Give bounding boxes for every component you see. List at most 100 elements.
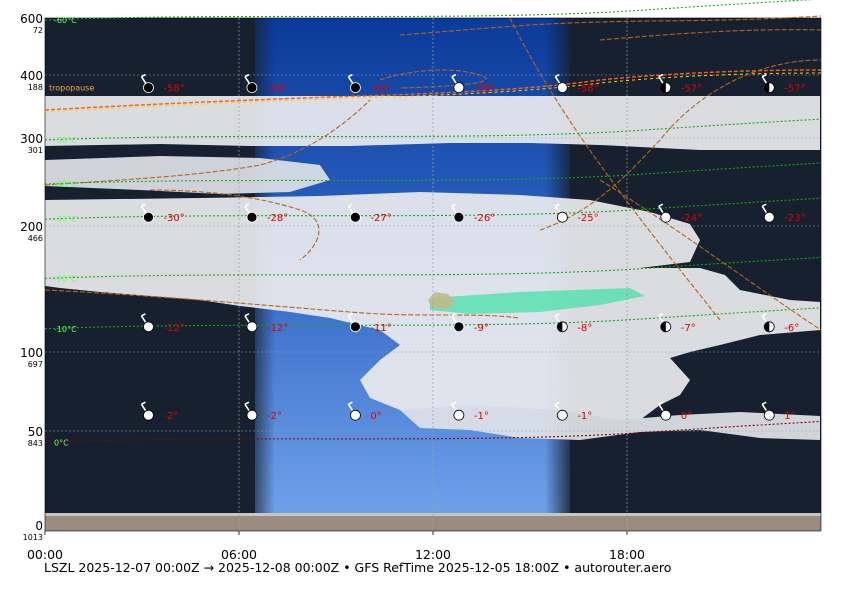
station-marker: -2° bbox=[244, 401, 282, 422]
cloud-cover-icon bbox=[660, 211, 672, 223]
grid-lines bbox=[45, 18, 821, 531]
y-tick-label: 300 bbox=[20, 132, 43, 146]
temperature-label: -27° bbox=[370, 213, 391, 224]
cloud-cover-icon bbox=[453, 211, 465, 223]
wind-barb-flag bbox=[658, 401, 664, 405]
cloud-cover-half bbox=[660, 321, 666, 332]
cloud-cover-icon bbox=[763, 211, 775, 223]
station-marker: -58° bbox=[554, 73, 599, 95]
cloud-cover-icon bbox=[453, 321, 465, 333]
contour-line bbox=[399, 15, 822, 36]
wind-barb-flag bbox=[761, 401, 767, 405]
temperature-label: -59° bbox=[370, 84, 391, 95]
wind-barb-flag bbox=[554, 203, 560, 207]
station-marker: -30° bbox=[140, 203, 185, 224]
station-marker: -6° bbox=[761, 313, 799, 334]
y-tick-label: 50 bbox=[28, 425, 43, 439]
station-marker: -27° bbox=[347, 203, 392, 224]
station-marker: -24° bbox=[658, 203, 702, 224]
temperature-label: -2° bbox=[163, 411, 178, 422]
wind-barb-flag bbox=[451, 401, 457, 405]
wind-barb-flag bbox=[761, 313, 767, 317]
wind-barb-flag bbox=[244, 73, 250, 78]
wind-barb-flag bbox=[348, 313, 353, 317]
cloud-cover-icon bbox=[143, 321, 154, 333]
station-marker: -8° bbox=[554, 313, 592, 334]
chart-footer: LSZL 2025-12-07 00:00Z → 2025-12-08 00:0… bbox=[44, 560, 672, 575]
station-marker: -58° bbox=[140, 73, 185, 95]
cloud-cover-icon bbox=[660, 409, 672, 421]
y-tick-sublabel: 1013 bbox=[23, 533, 43, 542]
y-tick-label: 400 bbox=[20, 69, 43, 83]
cloud-cover-icon bbox=[143, 82, 154, 93]
cloud-cover-icon bbox=[349, 409, 361, 421]
wind-barb-flag bbox=[141, 401, 146, 405]
temperature-label: 1° bbox=[784, 411, 795, 422]
x-tick-label: 12:00 bbox=[415, 547, 451, 562]
cloud-cover-icon bbox=[763, 409, 775, 421]
wind-barb-flag bbox=[554, 401, 560, 405]
temperature-label: -30° bbox=[163, 213, 184, 224]
wind-barb-flag bbox=[348, 401, 353, 405]
station-marker: 1° bbox=[761, 401, 796, 422]
wind-barb-flag bbox=[451, 313, 457, 317]
station-marker: -12° bbox=[244, 313, 288, 334]
temperature-label: -28° bbox=[267, 213, 288, 224]
cloud-cover-half bbox=[557, 321, 563, 332]
temperature-label: -24° bbox=[681, 213, 702, 224]
temperature-label: -12° bbox=[163, 323, 184, 334]
y-tick-sublabel: 843 bbox=[28, 439, 43, 448]
temperature-label: -8° bbox=[577, 323, 592, 334]
y-tick-label: 100 bbox=[20, 346, 43, 360]
temperature-label: -58° bbox=[267, 84, 288, 95]
station-marker: -2° bbox=[140, 401, 178, 422]
station-markers: -58° -58° -59° -58° -58° -57° -57° -30° -28° -27°… bbox=[140, 73, 806, 422]
wind-barb-flag bbox=[658, 203, 664, 207]
isotherm-label: -20°C bbox=[54, 274, 77, 283]
y-tick-sublabel: 72 bbox=[33, 26, 43, 35]
cloud-cover-half bbox=[764, 321, 770, 332]
isotherm-label: -10°C bbox=[54, 325, 77, 334]
x-axis: 00:00 06:00 12:00 18:00 bbox=[27, 531, 645, 562]
station-marker: -58° bbox=[244, 73, 288, 95]
y-tick-sublabel: 466 bbox=[28, 234, 43, 243]
temperature-label: -23° bbox=[784, 213, 805, 224]
isotherm-label: -40°C bbox=[54, 180, 77, 189]
temperature-label: 0° bbox=[681, 411, 692, 422]
station-marker: -1° bbox=[554, 401, 592, 422]
x-tick-label: 00:00 bbox=[27, 547, 63, 562]
cloud-cover-half bbox=[764, 82, 770, 93]
station-marker: 0° bbox=[658, 401, 692, 422]
wind-barb-flag bbox=[141, 313, 146, 317]
station-marker: -23° bbox=[761, 203, 806, 224]
cloud-cover-icon bbox=[246, 211, 258, 223]
station-marker: -7° bbox=[658, 313, 696, 334]
wind-barb-flag bbox=[658, 313, 664, 317]
cloud-cover-icon bbox=[349, 321, 361, 333]
icing-band bbox=[430, 288, 645, 314]
cloud-cover-icon bbox=[143, 211, 154, 223]
temperature-label: -57° bbox=[681, 84, 702, 95]
temperature-label: -26° bbox=[474, 213, 495, 224]
cloud-cover-icon bbox=[246, 82, 258, 93]
cloud-cover-icon bbox=[556, 409, 568, 421]
tropopause-line-upper bbox=[44, 72, 822, 113]
isotherm-lines: -60°C -50°C -40°C -30°C -20°C -10°C 0°C tropopa… bbox=[44, 0, 822, 447]
cloud-cover-icon bbox=[349, 211, 361, 223]
isotherm-label: -30°C bbox=[54, 215, 77, 224]
isotherm-label: 0°C bbox=[54, 438, 69, 447]
x-tick-label: 06:00 bbox=[221, 547, 257, 562]
station-marker: -12° bbox=[140, 313, 185, 334]
station-marker: -26° bbox=[451, 203, 495, 224]
temperature-label: -11° bbox=[370, 323, 391, 334]
x-tick-label: 18:00 bbox=[609, 547, 645, 562]
temperature-label: -7° bbox=[681, 323, 696, 334]
cloud-cover-icon bbox=[453, 409, 465, 421]
y-tick-label: 600 bbox=[20, 12, 43, 26]
contour-line bbox=[599, 179, 822, 331]
station-marker: -11° bbox=[347, 313, 392, 334]
temperature-label: -58° bbox=[163, 84, 184, 95]
y-tick-sublabel: 697 bbox=[28, 360, 43, 369]
icing-spot bbox=[428, 292, 455, 309]
